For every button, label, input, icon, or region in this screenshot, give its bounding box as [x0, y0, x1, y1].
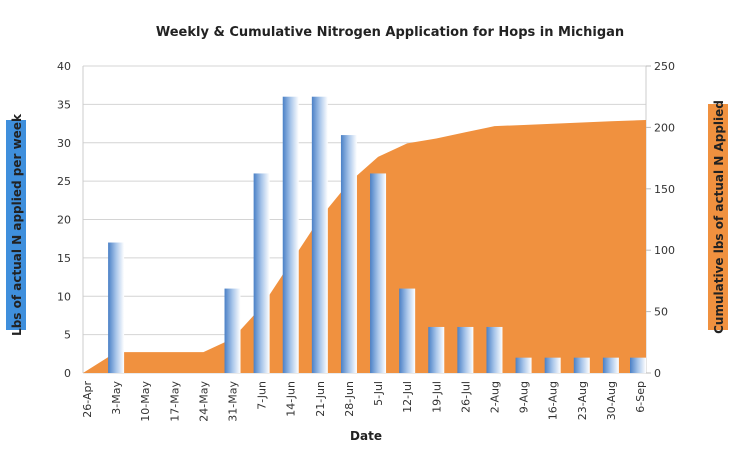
y-tick-label: 15 [57, 252, 71, 265]
y2-tick-label: 100 [654, 244, 675, 257]
x-tick-label: 3-May [110, 381, 123, 415]
x-tick-label: 30-Aug [605, 381, 618, 420]
bar-16-Aug [544, 357, 561, 373]
left-axis-label: Lbs of actual N applied per week [10, 113, 24, 336]
left-axis-label-bg [6, 120, 26, 330]
bar-3-May [108, 242, 125, 373]
bar-6-Sep [630, 357, 646, 373]
right-axis-label-bg [708, 104, 728, 330]
bar-31-May [224, 288, 241, 373]
x-tick-label: 16-Aug [547, 381, 560, 420]
bar-9-Aug [515, 357, 532, 373]
bar-30-Aug [602, 357, 619, 373]
x-tick-label: 2-Aug [488, 381, 501, 413]
x-tick-label: 24-May [197, 381, 210, 422]
bar-7-Jun [253, 173, 270, 373]
weekly-bars [108, 96, 646, 373]
y-tick-label: 10 [57, 290, 71, 303]
y-tick-label: 0 [64, 367, 71, 380]
x-tick-label: 5-Jul [372, 381, 385, 406]
bar-23-Aug [573, 357, 590, 373]
bar-14-Jun [282, 96, 299, 373]
x-axis-label: Date [350, 429, 382, 443]
y-tick-label: 40 [57, 60, 71, 73]
y2-tick-label: 250 [654, 60, 675, 73]
cumulative-area [83, 120, 646, 373]
bar-2-Aug [486, 326, 503, 373]
bar-26-Jul [457, 326, 474, 373]
x-tick-label: 6-Sep [634, 381, 647, 413]
x-tick-label: 19-Jul [430, 381, 443, 413]
cumulative-area-path [83, 120, 646, 373]
y-tick-label: 5 [64, 329, 71, 342]
x-tick-label: 7-Jun [256, 381, 269, 410]
y-tick-label: 25 [57, 175, 71, 188]
x-tick-label: 10-May [139, 381, 152, 422]
right-axis-label: Cumulative lbs of actual N Applied [712, 100, 726, 334]
y2-tick-label: 150 [654, 183, 675, 196]
bar-12-Jul [399, 288, 416, 373]
y-tick-label: 35 [57, 98, 71, 111]
x-tick-label: 31-May [227, 381, 240, 422]
chart-title: Weekly & Cumulative Nitrogen Application… [156, 25, 624, 40]
x-axis-ticks: 26-Apr 3-May 10-May 17-May 24-May 31-May 7-Jun… [81, 381, 647, 422]
y2-tick-label: 200 [654, 121, 675, 134]
bar-28-Jun [340, 135, 357, 373]
left-axis-ticks: 0 5 10 15 20 25 30 35 40 [57, 60, 71, 380]
bar-5-Jul [370, 173, 387, 373]
right-axis-ticks: 0 50 100 150 200 250 [646, 60, 675, 380]
x-tick-label: 28-Jun [343, 381, 356, 417]
y2-tick-label: 50 [654, 306, 668, 319]
x-tick-label: 26-Apr [81, 381, 94, 418]
x-tick-label: 23-Aug [576, 381, 589, 420]
x-tick-label: 26-Jul [459, 381, 472, 413]
y-tick-label: 30 [57, 137, 71, 150]
x-tick-label: 17-May [168, 381, 181, 422]
x-tick-label: 9-Aug [518, 381, 531, 413]
bar-21-Jun [311, 96, 328, 373]
x-tick-label: 14-Jun [285, 381, 298, 417]
y-tick-label: 20 [57, 214, 71, 227]
x-tick-label: 21-Jun [314, 381, 327, 417]
bar-19-Jul [428, 326, 445, 373]
y2-tick-label: 0 [654, 367, 661, 380]
x-tick-label: 12-Jul [401, 381, 414, 413]
